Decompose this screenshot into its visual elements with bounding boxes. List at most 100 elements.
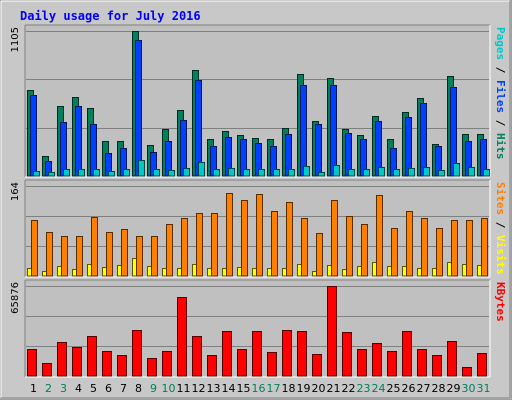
bar-kbytes — [402, 331, 412, 377]
legend-entry: Visits — [494, 235, 507, 275]
bar-sites — [106, 232, 113, 277]
bar-sites — [271, 211, 278, 277]
series-files — [30, 40, 487, 177]
bar-files — [405, 117, 412, 177]
legend-entry: Sites — [494, 182, 507, 215]
bar-pages — [63, 169, 70, 177]
x-tick-label: 20 — [312, 382, 326, 395]
bar-kbytes — [387, 351, 397, 377]
x-tick-label: 7 — [120, 382, 127, 395]
bar-sites — [481, 218, 488, 277]
x-tick-label: 13 — [207, 382, 221, 395]
x-tick-label: 9 — [150, 382, 157, 395]
x-tick-label: 8 — [135, 382, 142, 395]
bar-pages — [423, 167, 430, 177]
bar-pages — [438, 170, 445, 177]
bar-sites — [136, 236, 143, 277]
panel-legend: Pages / Files / Hits — [494, 27, 507, 160]
bar-sites — [331, 200, 338, 277]
bar-pages — [228, 168, 235, 177]
x-tick-label: 28 — [432, 382, 446, 395]
chart-title: Daily usage for July 2016 — [20, 9, 201, 23]
bar-sites — [436, 228, 443, 277]
bar-files — [330, 85, 337, 177]
x-tick-label: 12 — [192, 382, 206, 395]
bar-pages — [273, 169, 280, 177]
bar-kbytes — [357, 349, 367, 377]
x-tick-label: 19 — [297, 382, 311, 395]
bar-kbytes — [432, 355, 442, 377]
bar-pages — [408, 168, 415, 177]
bar-sites — [211, 213, 218, 277]
bar-pages — [123, 169, 130, 177]
x-tick-label: 5 — [90, 382, 97, 395]
x-tick-label: 17 — [267, 382, 281, 395]
bar-pages — [258, 169, 265, 177]
bar-kbytes — [282, 330, 292, 377]
bar-kbytes — [342, 332, 352, 377]
x-tick-label: 10 — [162, 382, 176, 395]
bar-kbytes — [117, 355, 127, 377]
bar-pages — [363, 169, 370, 177]
bar-kbytes — [27, 349, 37, 377]
bar-pages — [288, 169, 295, 177]
bar-files — [420, 103, 427, 177]
bar-kbytes — [177, 297, 187, 377]
series-kbytes — [27, 286, 487, 377]
x-tick-label: 30 — [462, 382, 476, 395]
bar-sites — [451, 220, 458, 277]
bar-files — [315, 124, 322, 177]
bar-pages — [78, 169, 85, 177]
bar-pages — [243, 169, 250, 177]
bar-pages — [453, 163, 460, 177]
bar-sites — [421, 218, 428, 277]
bar-files — [450, 87, 457, 177]
bar-sites — [31, 220, 38, 277]
bar-files — [135, 40, 142, 177]
x-tick-label: 15 — [237, 382, 251, 395]
bar-kbytes — [102, 351, 112, 377]
y-max-label: 1105 — [10, 27, 21, 52]
bar-files — [300, 85, 307, 177]
panel-top: 1105 Pages / Files / Hits — [10, 24, 507, 178]
legend-entry: Files — [494, 80, 507, 113]
x-tick-label: 25 — [387, 382, 401, 395]
legend-entry: Pages — [494, 27, 507, 60]
bar-sites — [121, 229, 128, 277]
bar-sites — [406, 211, 413, 277]
bar-sites — [466, 220, 473, 277]
bar-sites — [196, 213, 203, 277]
bar-files — [180, 120, 187, 177]
bar-pages — [378, 167, 385, 177]
bar-pages — [33, 171, 40, 177]
y-max-label: 164 — [10, 182, 21, 201]
bar-kbytes — [162, 351, 172, 377]
bar-kbytes — [267, 352, 277, 377]
bar-kbytes — [207, 355, 217, 377]
bar-sites — [286, 202, 293, 277]
bar-kbytes — [87, 336, 97, 377]
bar-sites — [256, 194, 263, 277]
bar-sites — [166, 224, 173, 277]
bar-pages — [393, 169, 400, 177]
bar-sites — [301, 218, 308, 277]
x-tick-labels: 1 2 3 4 5 6 7 8 9 10 11 12 13 14 15 16 17 18 19 20 21 22 23 24 2… — [30, 382, 491, 395]
bar-pages — [318, 172, 325, 177]
bar-kbytes — [312, 354, 322, 377]
x-tick-label: 3 — [60, 382, 67, 395]
x-tick-label: 4 — [75, 382, 82, 395]
series-sites — [31, 193, 488, 277]
y-max-label: 65876 — [10, 282, 21, 314]
bar-kbytes — [192, 336, 202, 377]
bar-files — [195, 80, 202, 177]
x-tick-label: 29 — [447, 382, 461, 395]
bar-kbytes — [462, 367, 472, 377]
bar-kbytes — [252, 331, 262, 377]
bar-sites — [46, 232, 53, 277]
bar-pages — [348, 169, 355, 177]
bar-pages — [153, 169, 160, 177]
legend-entry: KBytes — [494, 282, 507, 322]
bar-kbytes — [417, 349, 427, 377]
legend-entry: / — [494, 60, 507, 80]
